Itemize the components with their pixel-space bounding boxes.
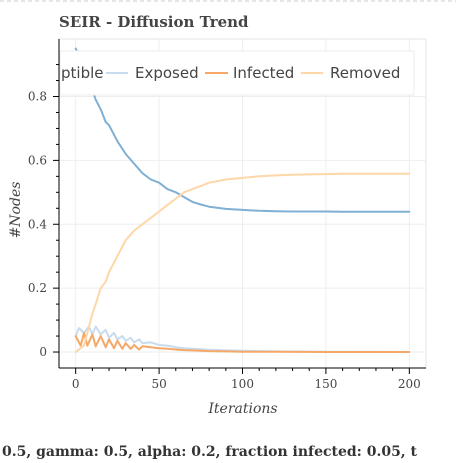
y-tick-label: 0.2: [28, 281, 47, 295]
legend: ptible Exposed Infected Removed: [60, 51, 414, 95]
x-tick-label: 0: [72, 377, 80, 391]
x-tick-label: 200: [398, 377, 421, 391]
legend-label-susceptible: ptible: [61, 64, 104, 82]
y-axis-label: #Nodes: [8, 182, 24, 239]
x-axis-label: Iterations: [207, 401, 277, 417]
x-tick-label: 50: [151, 377, 166, 391]
y-tick-label: 0: [39, 345, 47, 359]
y-tick-label: 0.4: [28, 217, 47, 231]
x-tick-label: 150: [314, 377, 337, 391]
legend-label-infected: Infected: [233, 64, 294, 82]
legend-label-removed: Removed: [330, 64, 400, 82]
y-tick-label: 0.8: [28, 89, 47, 103]
legend-label-exposed: Exposed: [135, 64, 199, 82]
chart-title: SEIR - Diffusion Trend: [59, 13, 249, 31]
y-tick-label: 0.6: [28, 153, 47, 167]
parameters-caption: 0.5, gamma: 0.5, alpha: 0.2, fraction in…: [2, 444, 418, 460]
x-tick-label: 100: [231, 377, 254, 391]
